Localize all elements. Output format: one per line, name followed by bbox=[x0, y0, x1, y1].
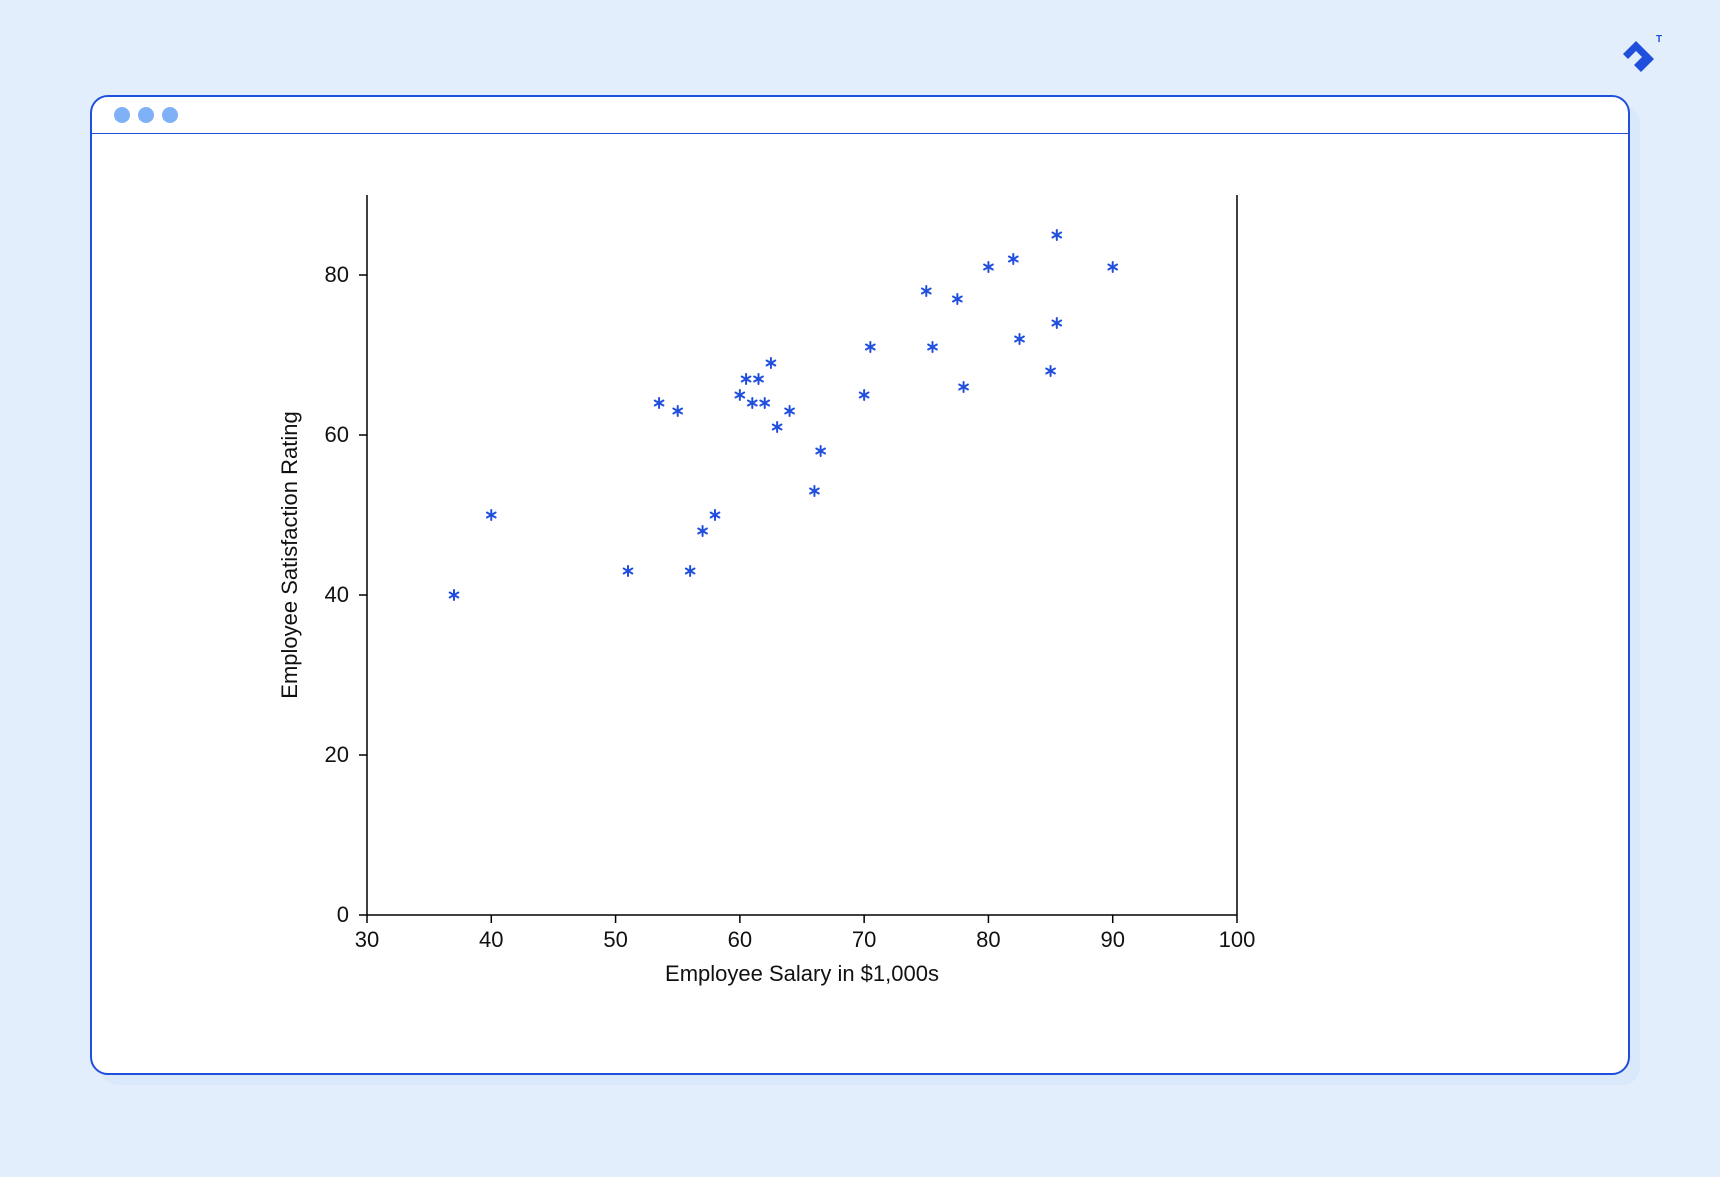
y-tick-label: 60 bbox=[325, 422, 349, 447]
data-point bbox=[767, 358, 776, 368]
data-point bbox=[624, 566, 633, 576]
data-point bbox=[736, 390, 745, 400]
traffic-dots bbox=[114, 107, 178, 123]
data-point bbox=[450, 590, 459, 600]
y-tick-label: 0 bbox=[337, 902, 349, 927]
y-axis-label: Employee Satisfaction Rating bbox=[277, 411, 302, 698]
browser-titlebar bbox=[92, 97, 1628, 134]
data-point bbox=[928, 342, 937, 352]
x-tick-label: 70 bbox=[852, 927, 876, 952]
x-tick-label: 30 bbox=[355, 927, 379, 952]
x-tick-label: 90 bbox=[1100, 927, 1124, 952]
data-point bbox=[1052, 230, 1061, 240]
browser-card: 30 40 50 60 70 80 90 100 0 20 40 60 80 Employee Salar… bbox=[90, 95, 1630, 1075]
x-tick-label: 60 bbox=[728, 927, 752, 952]
x-tick-label: 100 bbox=[1219, 927, 1256, 952]
y-tick-label: 20 bbox=[325, 742, 349, 767]
data-point bbox=[866, 342, 875, 352]
data-point bbox=[686, 566, 695, 576]
data-point bbox=[1015, 334, 1024, 344]
data-point bbox=[487, 510, 496, 520]
data-point bbox=[816, 446, 825, 456]
page: TM 30 40 50 60 70 80 90 100 0 20 40 60 80 Employee Sa… bbox=[0, 0, 1720, 1177]
data-point bbox=[748, 398, 757, 408]
data-point bbox=[1046, 366, 1055, 376]
data-point bbox=[655, 398, 664, 408]
x-tick-label: 50 bbox=[603, 927, 627, 952]
data-point bbox=[673, 406, 682, 416]
data-point bbox=[754, 374, 763, 384]
x-tick-label: 40 bbox=[479, 927, 503, 952]
x-tick-label: 80 bbox=[976, 927, 1000, 952]
data-point bbox=[984, 262, 993, 272]
traffic-dot bbox=[138, 107, 154, 123]
data-point bbox=[711, 510, 720, 520]
svg-text:TM: TM bbox=[1656, 34, 1662, 45]
chart-wrap: 30 40 50 60 70 80 90 100 0 20 40 60 80 Employee Salar… bbox=[92, 135, 1628, 1073]
data-point bbox=[1052, 318, 1061, 328]
y-tick-label: 40 bbox=[325, 582, 349, 607]
toptal-logo: TM bbox=[1612, 30, 1662, 90]
data-point bbox=[810, 486, 819, 496]
data-point bbox=[773, 422, 782, 432]
data-point bbox=[959, 382, 968, 392]
y-tick-label: 80 bbox=[325, 262, 349, 287]
traffic-dot bbox=[162, 107, 178, 123]
data-point bbox=[860, 390, 869, 400]
data-point bbox=[953, 294, 962, 304]
data-point bbox=[760, 398, 769, 408]
data-point bbox=[1108, 262, 1117, 272]
traffic-dot bbox=[114, 107, 130, 123]
data-point bbox=[785, 406, 794, 416]
data-point bbox=[922, 286, 931, 296]
data-point bbox=[1009, 254, 1018, 264]
x-axis-label: Employee Salary in $1,000s bbox=[665, 961, 939, 986]
data-point bbox=[742, 374, 751, 384]
data-point bbox=[698, 526, 707, 536]
scatter-chart: 30 40 50 60 70 80 90 100 0 20 40 60 80 Employee Salar… bbox=[92, 135, 1628, 1075]
